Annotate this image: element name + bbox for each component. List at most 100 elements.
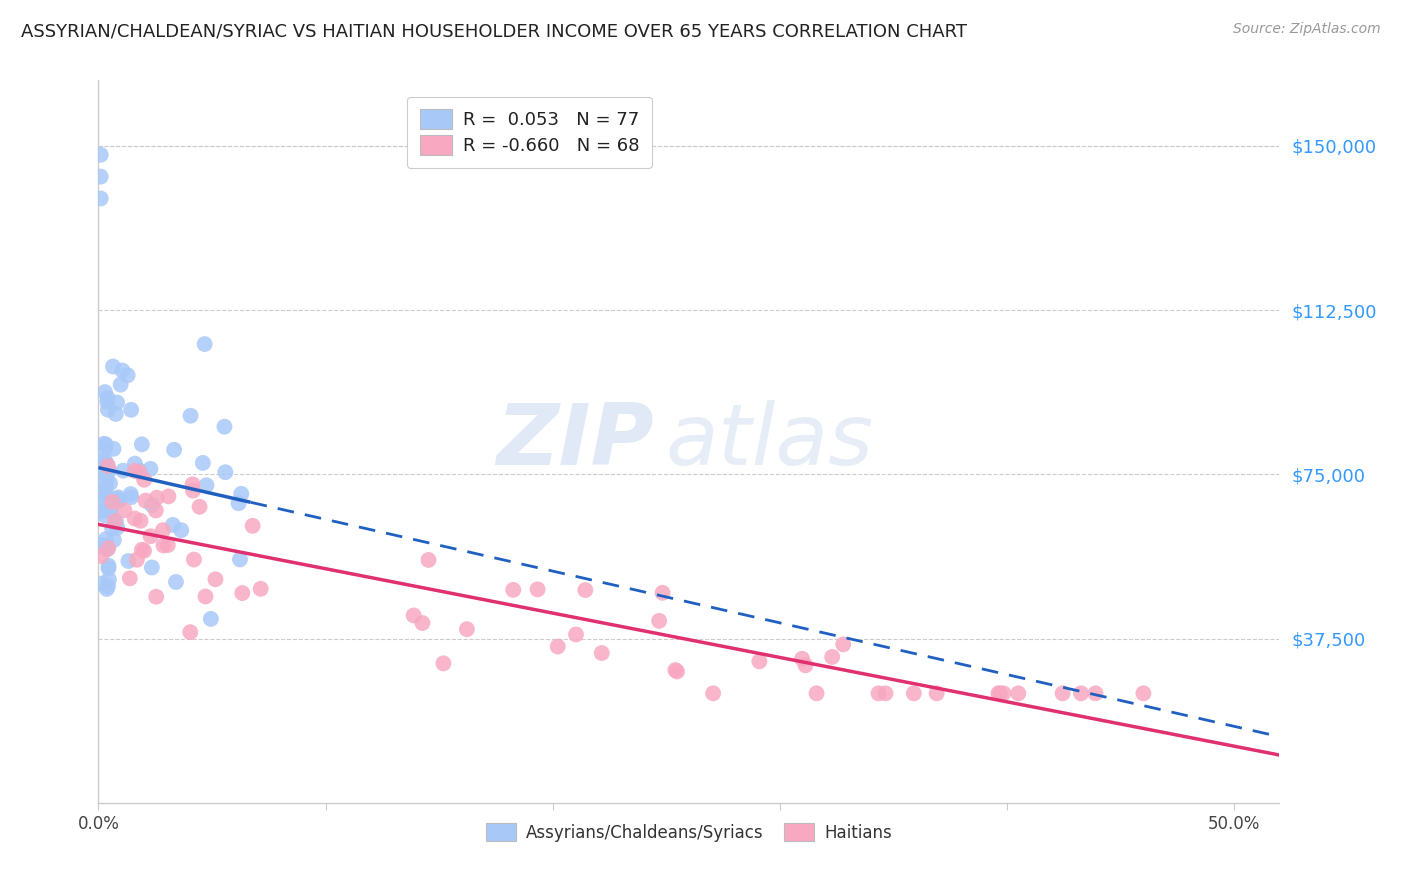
Point [94, 475, 117, 490]
Point [181, 477, 204, 491]
Point [112, 503, 135, 517]
Point [214, 419, 236, 434]
Point [124, 464, 146, 478]
Point [993, 686, 1015, 700]
Point [134, 493, 156, 508]
Point [987, 686, 1010, 700]
Point [651, 586, 673, 600]
Point [194, 590, 217, 604]
Point [131, 437, 153, 451]
Point [821, 649, 844, 664]
Point [565, 627, 588, 641]
Point [94, 385, 117, 400]
Point [152, 523, 174, 537]
Point [90, 549, 112, 563]
Point [97, 458, 120, 473]
Point [163, 442, 186, 457]
Point [105, 491, 128, 506]
Point [112, 464, 135, 478]
Point [194, 337, 217, 351]
Point [229, 552, 252, 566]
Point [748, 654, 770, 668]
Point [156, 538, 179, 552]
Point [903, 686, 925, 700]
Point [91, 503, 114, 517]
Point [188, 500, 211, 514]
Point [181, 483, 204, 498]
Point [228, 496, 250, 510]
Point [411, 615, 433, 630]
Point [456, 622, 478, 636]
Point [170, 523, 193, 537]
Point [94, 437, 117, 451]
Point [93, 442, 115, 456]
Point [101, 359, 124, 374]
Point [191, 456, 214, 470]
Point [104, 407, 127, 421]
Point [90, 539, 112, 553]
Point [97, 561, 120, 575]
Point [165, 574, 187, 589]
Point [214, 465, 236, 479]
Point [120, 490, 142, 504]
Point [179, 625, 201, 640]
Point [1007, 686, 1029, 700]
Point [117, 554, 139, 568]
Point [97, 391, 120, 405]
Point [93, 508, 115, 523]
Point [98, 504, 121, 518]
Point [90, 192, 112, 206]
Point [832, 637, 855, 651]
Point [231, 487, 253, 501]
Point [97, 558, 120, 573]
Point [547, 640, 569, 654]
Text: ZIP: ZIP [496, 400, 654, 483]
Point [90, 147, 112, 161]
Point [96, 395, 118, 409]
Legend: Assyrians/Chaldeans/Syriacs, Haitians: Assyrians/Chaldeans/Syriacs, Haitians [479, 817, 898, 848]
Point [183, 552, 205, 566]
Point [574, 582, 596, 597]
Point [94, 485, 117, 500]
Point [101, 495, 124, 509]
Text: Source: ZipAtlas.com: Source: ZipAtlas.com [1233, 22, 1381, 37]
Point [125, 553, 148, 567]
Point [139, 462, 162, 476]
Point [141, 560, 163, 574]
Point [868, 686, 890, 700]
Point [146, 491, 169, 505]
Point [131, 542, 153, 557]
Point [242, 518, 264, 533]
Point [132, 543, 155, 558]
Point [124, 457, 146, 471]
Point [97, 573, 120, 587]
Point [648, 614, 671, 628]
Text: atlas: atlas [665, 400, 873, 483]
Point [139, 529, 162, 543]
Point [790, 652, 813, 666]
Point [145, 503, 167, 517]
Point [91, 487, 114, 501]
Point [794, 658, 817, 673]
Point [124, 511, 146, 525]
Point [100, 504, 122, 518]
Point [591, 646, 613, 660]
Point [96, 542, 118, 557]
Point [98, 463, 121, 477]
Point [96, 582, 118, 596]
Text: ASSYRIAN/CHALDEAN/SYRIAC VS HAITIAN HOUSEHOLDER INCOME OVER 65 YEARS CORRELATION: ASSYRIAN/CHALDEAN/SYRIAC VS HAITIAN HOUS… [21, 22, 967, 40]
Point [702, 686, 724, 700]
Point [91, 493, 114, 508]
Point [97, 579, 120, 593]
Point [94, 532, 117, 546]
Point [90, 463, 112, 477]
Point [162, 517, 184, 532]
Point [90, 576, 112, 591]
Point [96, 456, 118, 470]
Point [666, 665, 689, 679]
Point [1070, 686, 1092, 700]
Point [526, 582, 548, 597]
Point [91, 456, 114, 470]
Point [152, 539, 174, 553]
Point [1084, 686, 1107, 700]
